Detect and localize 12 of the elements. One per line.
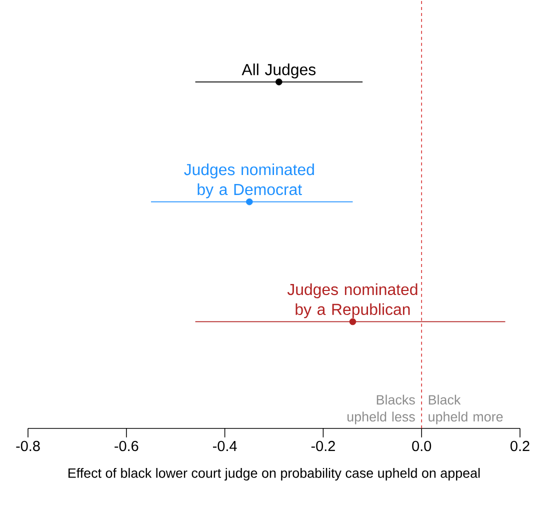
x-tick-label: 0.0 [412, 440, 432, 451]
annotation: Black upheld more [428, 394, 503, 424]
x-axis-title: Effect of black lower court judge on probability case upheld on appeal [68, 468, 480, 480]
x-tick-label: -0.2 [311, 440, 335, 451]
series-label: All Judges [242, 63, 316, 78]
annotation: Blacks upheld less [347, 394, 415, 424]
x-tick-label: 0.2 [510, 440, 530, 451]
series-label: Judges nominated by a Republican [287, 283, 418, 318]
x-tick-label: -0.4 [213, 440, 237, 451]
x-tick-label: -0.6 [114, 440, 138, 451]
x-tick-label: -0.8 [16, 440, 40, 451]
series-label: Judges nominated by a Democrat [184, 163, 314, 198]
